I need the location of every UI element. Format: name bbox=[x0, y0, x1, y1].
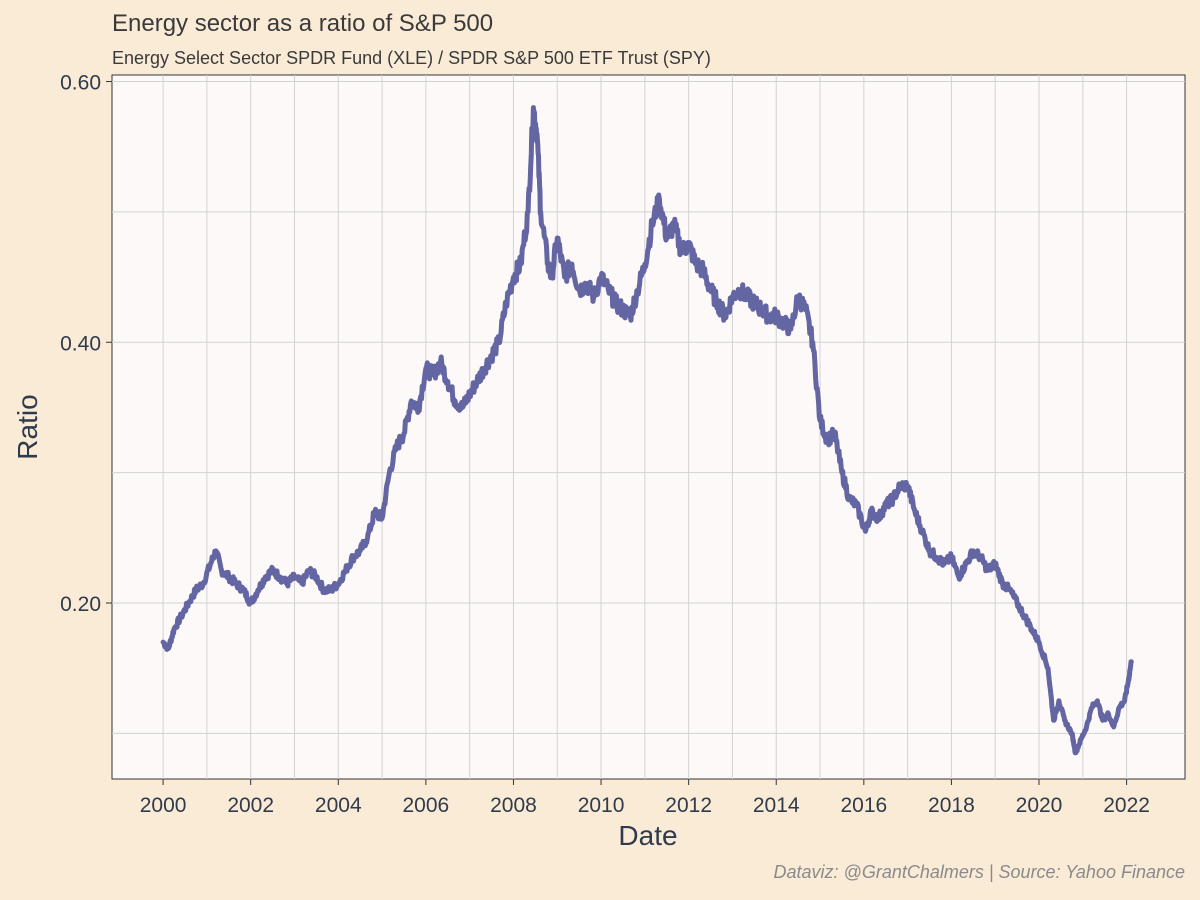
plot-area bbox=[111, 74, 1186, 780]
x-tick-label: 2008 bbox=[490, 794, 537, 817]
x-tick-label: 2014 bbox=[753, 794, 800, 817]
x-tick-label: 2022 bbox=[1103, 794, 1150, 817]
chart-caption: Dataviz: @GrantChalmers | Source: Yahoo … bbox=[773, 862, 1185, 882]
x-tick-label: 2002 bbox=[227, 794, 274, 817]
x-tick-label: 2016 bbox=[840, 794, 887, 817]
chart-subtitle: Energy Select Sector SPDR Fund (XLE) / S… bbox=[112, 48, 711, 68]
x-tick-label: 2010 bbox=[578, 794, 625, 817]
x-tick-label: 2006 bbox=[403, 794, 450, 817]
grid bbox=[112, 75, 1185, 779]
x-tick-label: 2004 bbox=[315, 794, 362, 817]
x-tick-label: 2018 bbox=[928, 794, 975, 817]
y-tick-label: 0.40 bbox=[60, 332, 101, 355]
y-axis-title: Ratio bbox=[12, 394, 43, 459]
x-tick-label: 2000 bbox=[140, 794, 187, 817]
x-tick-label: 2020 bbox=[1016, 794, 1063, 817]
y-axis: 0.20 0.40 0.60 bbox=[60, 72, 112, 616]
x-axis-title: Date bbox=[618, 820, 677, 851]
y-tick-label: 0.20 bbox=[60, 593, 101, 616]
x-axis: 2000 2002 2004 2006 2008 2010 2012 2014 2016 2018… bbox=[140, 779, 1150, 817]
chart-title: Energy sector as a ratio of S&P 500 bbox=[112, 10, 494, 37]
series-line bbox=[160, 105, 1134, 756]
y-tick-label: 0.60 bbox=[60, 72, 101, 95]
x-tick-label: 2012 bbox=[665, 794, 712, 817]
